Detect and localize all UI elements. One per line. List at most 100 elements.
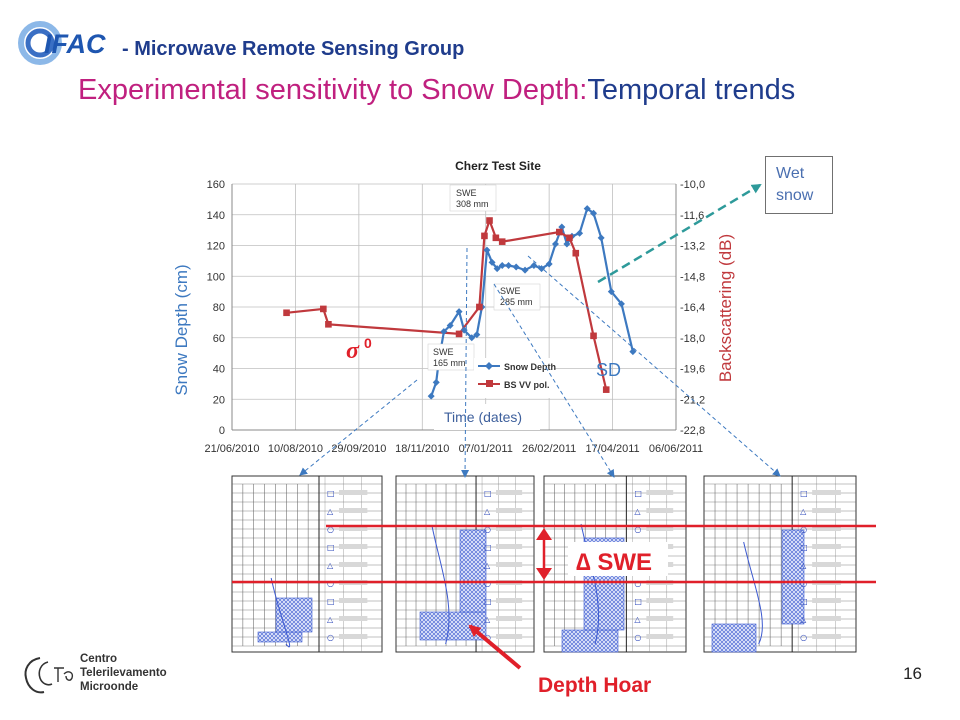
profile-grain-symbol: ○ xyxy=(327,525,334,534)
swe-308-callout: SWE 308 mm xyxy=(449,184,497,212)
x-tick-labels: 21/06/2010 10/08/2010 29/09/2010 18/11/2010… xyxy=(204,443,703,455)
profile-grain-symbol: ○ xyxy=(800,579,807,588)
snow-depth-point xyxy=(498,261,506,269)
footer-org: Centro Telerilevamento Microonde xyxy=(80,652,167,694)
profile-grain-bar xyxy=(339,526,368,531)
snow-profile-4: □ △ ○ □ △ ○ □ △ ○ xyxy=(703,475,857,653)
profile-grain-bar xyxy=(339,508,368,513)
profile-temperature-curve xyxy=(431,525,450,645)
sigma0-symbol: σ xyxy=(346,338,360,364)
profile-grain-bar xyxy=(646,598,674,603)
snow-profile-2: □ △ ○ □ △ ○ □ △ ○ xyxy=(395,475,535,653)
profile-temperature-curve xyxy=(580,523,600,645)
profile-grain-bar xyxy=(496,562,523,567)
profile-grain-symbol: △ xyxy=(327,507,334,516)
profile-hatch-layer xyxy=(257,631,303,643)
profile-grain-symbol: □ xyxy=(327,489,335,498)
snow-profile-panels: □△○□△○□△○□△○□△○□△○□△○□△○□△○□△○□△○□△○ xyxy=(231,475,857,653)
snow-depth-point xyxy=(512,263,520,271)
wet-snow-line-1: Wet xyxy=(776,165,805,182)
profile-grain-symbol: ○ xyxy=(800,525,807,534)
y-tick-labels: 0 20 40 60 80 100 120 140 160 xyxy=(207,179,225,437)
swe-arrow-down-head xyxy=(536,568,552,580)
profile-grain-bar xyxy=(646,490,674,495)
profile-grain-bar xyxy=(812,490,841,495)
backscatter-point xyxy=(590,332,597,340)
profile-grain-bar xyxy=(812,616,841,621)
snow-depth-point xyxy=(545,260,553,268)
swe-285-value: 285 mm xyxy=(500,297,533,307)
slide-title: Experimental sensitivity to Snow Depth:T… xyxy=(78,74,795,107)
backscatter-point xyxy=(566,234,573,242)
profile-temperature-curve xyxy=(743,541,763,645)
ctm-logo xyxy=(24,657,74,694)
profile-hatch-layer xyxy=(275,597,313,633)
legend-marker-bs xyxy=(486,380,493,387)
y2-tick-labels: -22,8-21,2-19,6-18,0-16,4-14,8-13,2-11,6… xyxy=(680,179,705,437)
x-tick-label: 18/11/2010 xyxy=(395,443,449,455)
page-number: 16 xyxy=(903,664,922,683)
title-part-2: Temporal trends xyxy=(587,74,796,106)
title-part-1: Experimental sensitivity to Snow Depth: xyxy=(78,74,588,106)
profile-grain-symbol: □ xyxy=(327,543,335,552)
profile-grain-bar xyxy=(496,616,523,621)
snow-depth-point xyxy=(590,209,598,217)
snow-depth-point xyxy=(629,348,637,356)
profile-grain-symbol: □ xyxy=(327,597,335,606)
profile-grain-symbol: △ xyxy=(800,561,807,570)
x-tick-label: 10/08/2010 xyxy=(268,443,323,455)
backscatter-point xyxy=(283,309,290,317)
snow-depth-point xyxy=(488,258,496,266)
profile-hatch-layer xyxy=(561,629,619,653)
snow-depth-point xyxy=(440,328,448,336)
swe-165-value: 165 mm xyxy=(433,358,466,368)
x-axis-label: Time (dates) xyxy=(444,409,522,425)
profile-grain-symbol: △ xyxy=(800,507,807,516)
wet-snow-arrow xyxy=(597,183,762,284)
snow-depth-point xyxy=(446,321,454,329)
snow-depth-point xyxy=(530,261,538,269)
y-tick-label: 40 xyxy=(213,364,225,376)
footer-org-line-3: Microonde xyxy=(80,681,139,693)
backscatter-point xyxy=(481,232,488,240)
profile-grain-symbol: △ xyxy=(634,615,641,624)
delta-swe-bg xyxy=(568,542,668,576)
profile-grain-symbol: □ xyxy=(800,543,808,552)
profile-grain-symbol: □ xyxy=(484,489,492,498)
profile-grain-bar xyxy=(339,616,368,621)
xlabel-bg xyxy=(434,404,540,430)
pointer-profile-2 xyxy=(461,247,470,478)
profile-grain-bar xyxy=(496,508,523,513)
y2-tick-label: -13,2 xyxy=(680,241,705,253)
backscatter-point xyxy=(476,303,483,311)
y2-axis-label: Backscattering (dB) xyxy=(716,234,735,382)
swe-285-label: SWE xyxy=(500,286,521,296)
x-tick-label: 06/06/2011 xyxy=(649,443,703,455)
backscatter-point xyxy=(320,305,327,313)
snow-depth-point xyxy=(597,234,605,242)
snow-depth-point xyxy=(427,392,435,400)
profile-grain-symbol: ○ xyxy=(484,579,491,588)
snow-profile-1: □ △ ○ □ △ ○ □ △ ○ xyxy=(231,475,383,653)
backscatter-point xyxy=(486,217,493,224)
profile-grain-symbol: ○ xyxy=(634,525,641,534)
profile-grain-symbol: ○ xyxy=(327,579,334,588)
swe-308-label: SWE xyxy=(456,188,477,198)
profile-grain-bar xyxy=(339,490,368,495)
swe-308-value: 308 mm xyxy=(456,199,489,209)
profile-grain-symbol: ○ xyxy=(484,633,491,642)
footer-org-line-1: Centro xyxy=(80,653,118,665)
legend-marker-snow-depth xyxy=(485,362,493,370)
profile-grain-bar xyxy=(339,598,368,603)
profile-grain-symbol: □ xyxy=(634,489,642,498)
profile-grain-symbol: △ xyxy=(634,507,641,516)
y-axis-label: Snow Depth (cm) xyxy=(172,264,191,395)
group-name: - Microwave Remote Sensing Group xyxy=(122,38,465,60)
profile-grain-symbol: ○ xyxy=(634,579,641,588)
snow-depth-point xyxy=(521,266,529,274)
pointer-profile-3 xyxy=(493,283,615,478)
logo-text: IFAC xyxy=(44,29,106,59)
profile-grain-symbol: □ xyxy=(800,489,808,498)
swe-285-callout: SWE 285 mm xyxy=(493,283,541,311)
profile-grain-symbol: ○ xyxy=(484,525,491,534)
